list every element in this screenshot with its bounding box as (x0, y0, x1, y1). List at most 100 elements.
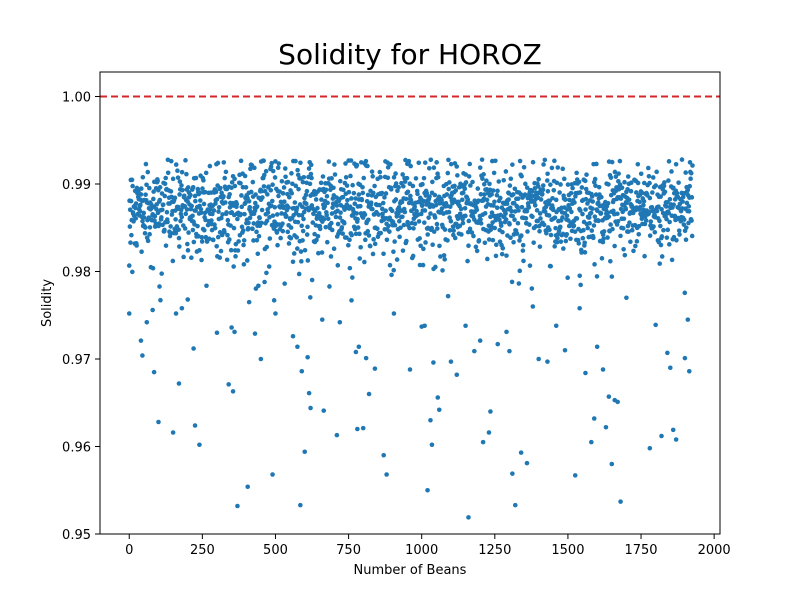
data-point (476, 198, 481, 203)
data-point (466, 243, 471, 249)
data-point (605, 235, 610, 240)
data-point (596, 218, 601, 224)
data-point (301, 216, 306, 222)
data-point (213, 189, 219, 195)
data-point (547, 227, 552, 233)
data-point (219, 190, 224, 196)
data-point (580, 235, 586, 241)
data-point (641, 202, 646, 208)
data-point (128, 240, 133, 245)
data-point (367, 243, 373, 249)
data-point (393, 197, 399, 202)
y-tick-label: 0.99 (62, 178, 91, 193)
data-point (243, 185, 249, 190)
data-point (606, 394, 612, 399)
data-point (516, 208, 521, 213)
data-point (205, 222, 211, 228)
data-point (541, 222, 547, 228)
data-point (561, 176, 567, 182)
data-point (295, 172, 301, 178)
data-point (478, 192, 484, 197)
data-point (283, 213, 289, 219)
data-point (138, 338, 144, 343)
data-point (488, 227, 494, 233)
data-point (289, 190, 295, 196)
data-point (363, 158, 369, 164)
data-point (413, 176, 419, 181)
data-point (553, 197, 559, 203)
data-point (150, 307, 155, 313)
data-point (537, 244, 543, 249)
data-point (244, 258, 250, 263)
data-point (613, 174, 619, 179)
data-point (219, 215, 224, 221)
data-point (256, 233, 262, 239)
data-point (631, 248, 636, 254)
data-point (230, 389, 236, 394)
data-point (576, 179, 582, 185)
data-point (592, 176, 598, 182)
data-point (126, 263, 132, 268)
data-point (224, 257, 230, 263)
data-point (201, 178, 206, 183)
data-point (430, 242, 435, 248)
data-point (605, 210, 611, 215)
data-point (190, 213, 195, 219)
data-point (366, 233, 372, 238)
data-point (583, 370, 588, 376)
data-point (499, 251, 505, 257)
data-point (319, 197, 324, 202)
data-point (418, 243, 423, 249)
data-point (309, 175, 314, 181)
data-point (498, 195, 503, 201)
data-point (385, 175, 391, 181)
data-point (408, 193, 413, 199)
data-point (489, 223, 494, 229)
data-point (341, 187, 346, 193)
data-point (651, 224, 656, 229)
data-point (421, 198, 426, 204)
data-point (662, 189, 668, 195)
data-point (527, 222, 532, 227)
data-point (381, 251, 386, 257)
data-point (143, 192, 148, 197)
data-point (484, 197, 490, 203)
data-point (679, 157, 685, 162)
data-point (299, 204, 305, 210)
data-point (643, 218, 649, 223)
data-point (435, 171, 440, 177)
data-point (242, 211, 247, 217)
data-point (352, 201, 358, 206)
data-point (241, 242, 246, 248)
data-point (680, 199, 685, 204)
data-point (270, 472, 275, 477)
data-point (162, 227, 167, 233)
data-point (686, 209, 692, 214)
data-point (299, 259, 304, 264)
data-point (635, 180, 641, 186)
data-point (321, 216, 327, 222)
data-point (322, 203, 328, 209)
data-point (235, 216, 240, 222)
data-point (391, 311, 397, 316)
data-point (343, 175, 349, 180)
data-point (442, 257, 448, 262)
data-point (382, 195, 387, 200)
data-point (479, 157, 485, 162)
data-point (579, 250, 584, 255)
data-point (229, 180, 235, 185)
data-point (305, 224, 310, 230)
data-point (503, 211, 508, 216)
data-point (506, 197, 511, 202)
data-point (647, 195, 653, 201)
data-point (276, 193, 281, 199)
data-point (690, 163, 695, 168)
data-point (572, 473, 578, 478)
data-point (155, 178, 160, 184)
data-point (628, 239, 633, 245)
data-point (594, 274, 600, 279)
data-point (372, 241, 378, 247)
data-point (177, 192, 182, 197)
data-point (467, 161, 473, 167)
data-point (671, 202, 676, 207)
